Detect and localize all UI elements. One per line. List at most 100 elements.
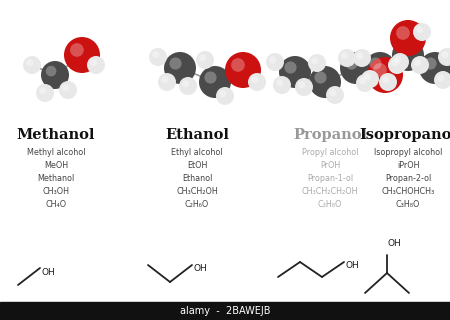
Circle shape — [204, 71, 216, 84]
Text: Methanol: Methanol — [17, 128, 95, 142]
Circle shape — [39, 87, 46, 94]
Circle shape — [279, 56, 311, 88]
Circle shape — [369, 58, 382, 70]
Text: CH₃CHOHCH₃: CH₃CHOHCH₃ — [382, 187, 435, 196]
Circle shape — [309, 66, 341, 98]
Circle shape — [248, 73, 266, 91]
Circle shape — [329, 89, 336, 96]
Circle shape — [284, 61, 297, 74]
Text: C₃H₈O: C₃H₈O — [396, 200, 420, 209]
Text: C₃H₈O: C₃H₈O — [318, 200, 342, 209]
Circle shape — [359, 77, 366, 84]
Circle shape — [87, 56, 105, 74]
Bar — [0, 302, 450, 320]
Circle shape — [164, 52, 196, 84]
Text: iPrOH: iPrOH — [397, 161, 419, 170]
Circle shape — [353, 49, 371, 67]
Circle shape — [340, 52, 372, 84]
Text: Ethyl alcohol: Ethyl alcohol — [171, 148, 223, 157]
Circle shape — [269, 56, 276, 63]
Circle shape — [62, 84, 69, 91]
Circle shape — [196, 51, 214, 69]
Circle shape — [413, 23, 431, 41]
Circle shape — [424, 58, 436, 70]
Text: OH: OH — [345, 261, 359, 270]
Circle shape — [64, 37, 100, 73]
Text: CH₃OH: CH₃OH — [42, 187, 69, 196]
Circle shape — [225, 52, 261, 88]
Circle shape — [391, 59, 398, 66]
Circle shape — [23, 56, 41, 74]
Circle shape — [59, 81, 77, 99]
Circle shape — [311, 57, 318, 64]
Circle shape — [273, 76, 291, 94]
Circle shape — [367, 57, 403, 93]
Circle shape — [397, 44, 410, 57]
Circle shape — [392, 39, 424, 71]
Circle shape — [356, 74, 374, 92]
Circle shape — [396, 26, 410, 40]
Circle shape — [438, 48, 450, 66]
Text: Propan-2-ol: Propan-2-ol — [385, 174, 431, 183]
Circle shape — [379, 73, 397, 91]
Circle shape — [361, 70, 379, 88]
Circle shape — [341, 52, 348, 59]
Circle shape — [441, 51, 448, 58]
Text: Methyl alcohol: Methyl alcohol — [27, 148, 85, 157]
Text: CH₃CH₂CH₂OH: CH₃CH₂CH₂OH — [302, 187, 358, 196]
Circle shape — [90, 59, 97, 66]
Text: alamy  -  2BAWEJB: alamy - 2BAWEJB — [180, 306, 270, 316]
Circle shape — [356, 52, 363, 59]
Circle shape — [388, 56, 406, 74]
Text: OH: OH — [41, 268, 55, 277]
Text: CH₃CH₂OH: CH₃CH₂OH — [176, 187, 218, 196]
Circle shape — [295, 78, 313, 96]
Text: Isopropyl alcohol: Isopropyl alcohol — [374, 148, 442, 157]
Text: Propyl alcohol: Propyl alcohol — [302, 148, 358, 157]
Circle shape — [437, 74, 444, 81]
Text: Propan-1-ol: Propan-1-ol — [307, 174, 353, 183]
Circle shape — [414, 59, 421, 66]
Circle shape — [382, 76, 389, 83]
Circle shape — [251, 76, 258, 83]
Circle shape — [266, 53, 284, 71]
Text: Ethanol: Ethanol — [165, 128, 229, 142]
Circle shape — [419, 52, 450, 84]
Text: OH: OH — [388, 239, 402, 248]
Text: PrOH: PrOH — [320, 161, 340, 170]
Circle shape — [41, 61, 69, 89]
Text: Ethanol: Ethanol — [182, 174, 212, 183]
Circle shape — [373, 63, 387, 77]
Circle shape — [391, 53, 409, 71]
Circle shape — [199, 66, 231, 98]
Circle shape — [308, 54, 326, 72]
Circle shape — [411, 56, 429, 74]
Circle shape — [36, 84, 54, 102]
Circle shape — [390, 20, 426, 56]
Text: Isopropanol: Isopropanol — [359, 128, 450, 142]
Text: Propanol: Propanol — [293, 128, 367, 142]
Circle shape — [199, 54, 207, 61]
Text: CH₄O: CH₄O — [45, 200, 67, 209]
Circle shape — [170, 58, 182, 70]
Text: MeOH: MeOH — [44, 161, 68, 170]
Circle shape — [149, 48, 167, 66]
Circle shape — [219, 90, 226, 97]
Circle shape — [182, 80, 189, 87]
Circle shape — [326, 86, 344, 104]
Circle shape — [231, 58, 245, 72]
Circle shape — [346, 58, 358, 70]
Circle shape — [46, 66, 56, 76]
Circle shape — [216, 87, 234, 105]
Circle shape — [152, 51, 159, 58]
Circle shape — [315, 71, 327, 84]
Circle shape — [161, 76, 168, 83]
Text: OH: OH — [193, 264, 207, 273]
Text: C₂H₆O: C₂H₆O — [185, 200, 209, 209]
Circle shape — [364, 52, 396, 84]
Circle shape — [70, 43, 84, 57]
Text: Methanol: Methanol — [37, 174, 75, 183]
Circle shape — [179, 77, 197, 95]
Circle shape — [276, 79, 284, 86]
Circle shape — [394, 56, 401, 63]
